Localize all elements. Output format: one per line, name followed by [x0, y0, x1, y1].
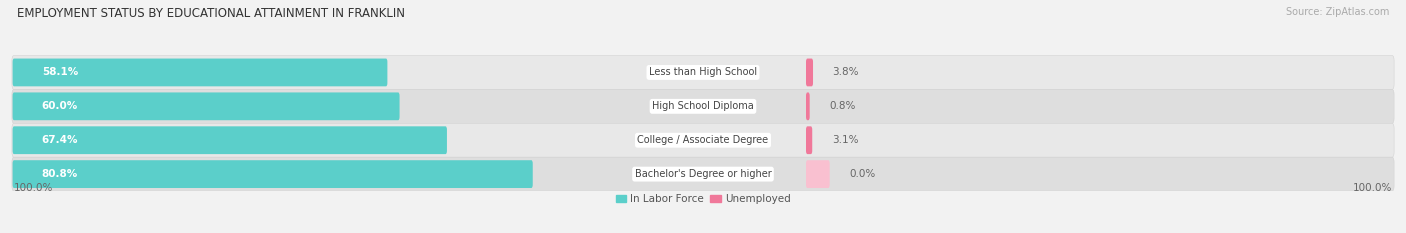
Text: 3.1%: 3.1%	[832, 135, 858, 145]
Text: Source: ZipAtlas.com: Source: ZipAtlas.com	[1285, 7, 1389, 17]
Text: 0.0%: 0.0%	[849, 169, 876, 179]
FancyBboxPatch shape	[11, 55, 1395, 89]
Text: 80.8%: 80.8%	[42, 169, 79, 179]
Legend: In Labor Force, Unemployed: In Labor Force, Unemployed	[612, 190, 794, 208]
FancyBboxPatch shape	[13, 93, 399, 120]
Text: High School Diploma: High School Diploma	[652, 101, 754, 111]
Text: 100.0%: 100.0%	[14, 183, 53, 193]
Text: 0.8%: 0.8%	[830, 101, 855, 111]
FancyBboxPatch shape	[11, 157, 1395, 191]
Text: 60.0%: 60.0%	[42, 101, 79, 111]
Text: 3.8%: 3.8%	[832, 67, 859, 77]
Text: 100.0%: 100.0%	[1353, 183, 1392, 193]
FancyBboxPatch shape	[806, 160, 830, 188]
FancyBboxPatch shape	[11, 89, 1395, 123]
FancyBboxPatch shape	[13, 58, 388, 86]
FancyBboxPatch shape	[11, 123, 1395, 157]
FancyBboxPatch shape	[13, 126, 447, 154]
FancyBboxPatch shape	[806, 58, 813, 86]
Text: 58.1%: 58.1%	[42, 67, 79, 77]
FancyBboxPatch shape	[806, 93, 810, 120]
FancyBboxPatch shape	[13, 160, 533, 188]
Text: Bachelor's Degree or higher: Bachelor's Degree or higher	[634, 169, 772, 179]
FancyBboxPatch shape	[806, 126, 813, 154]
Text: 67.4%: 67.4%	[42, 135, 79, 145]
Text: College / Associate Degree: College / Associate Degree	[637, 135, 769, 145]
Text: Less than High School: Less than High School	[650, 67, 756, 77]
Text: EMPLOYMENT STATUS BY EDUCATIONAL ATTAINMENT IN FRANKLIN: EMPLOYMENT STATUS BY EDUCATIONAL ATTAINM…	[17, 7, 405, 20]
